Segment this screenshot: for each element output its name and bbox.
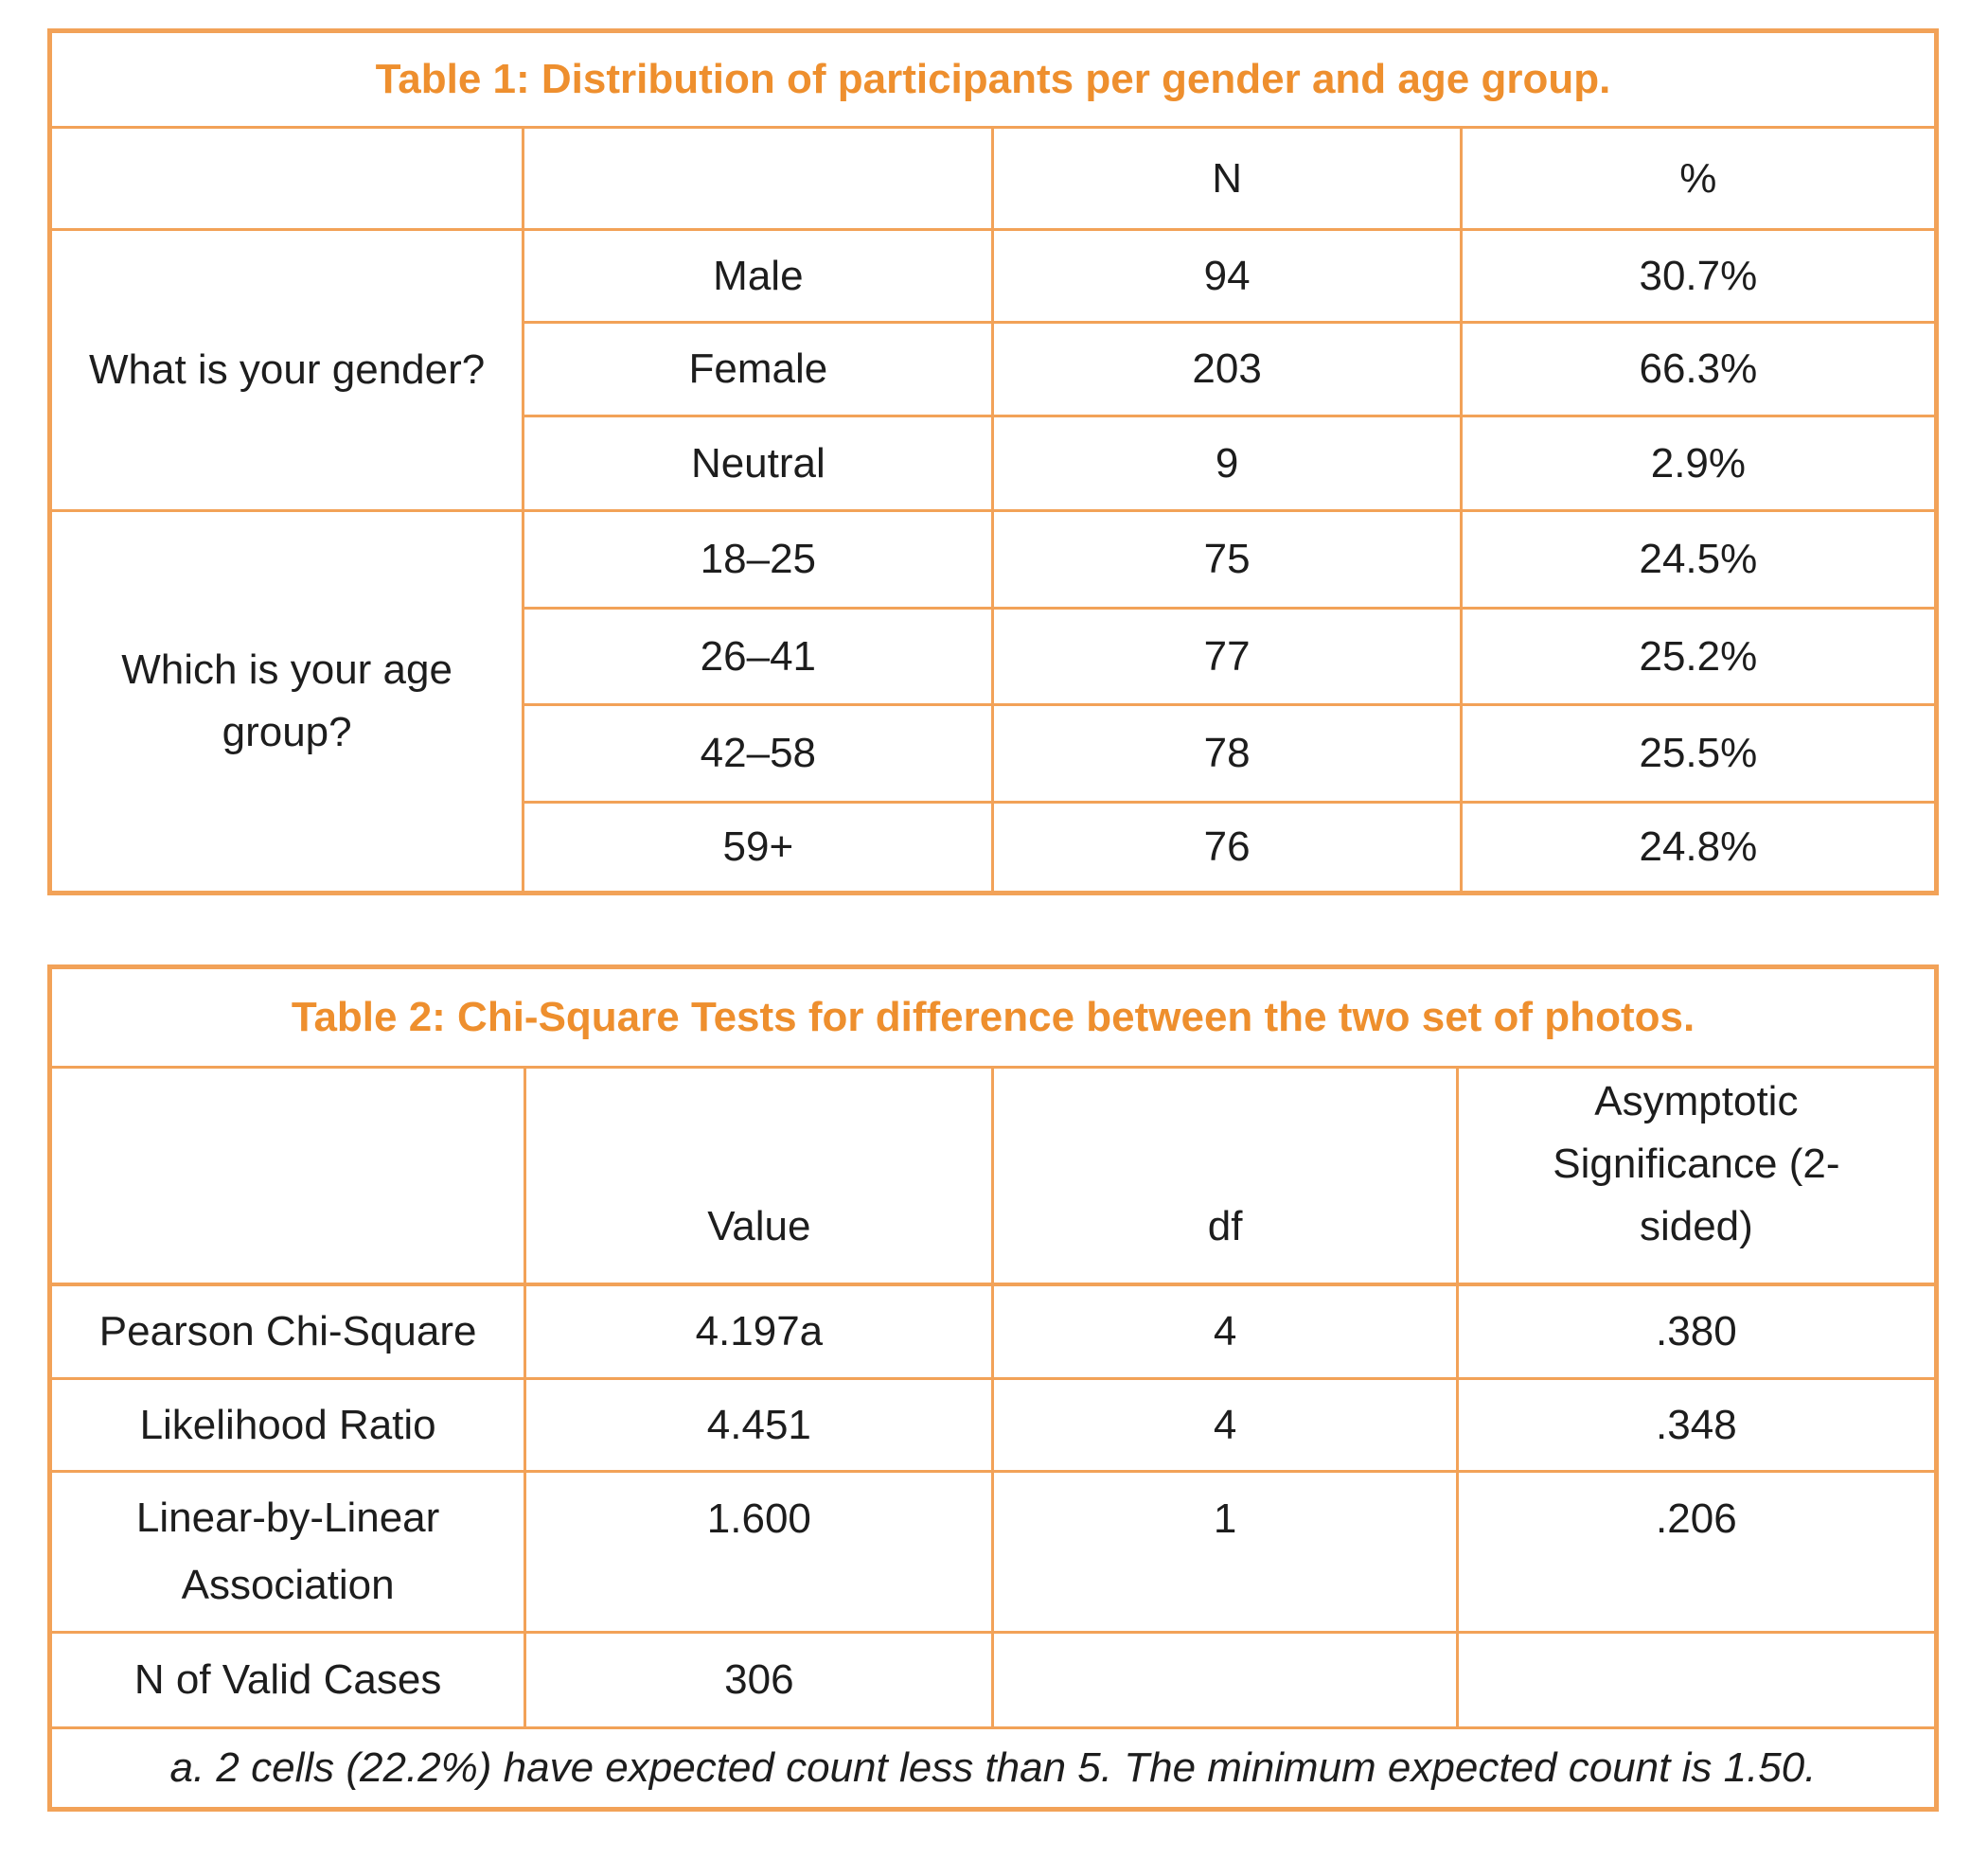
table1-age3-label: 42–58	[522, 703, 995, 804]
table1-male-n: 94	[991, 228, 1463, 324]
table1-header-percent: %	[1459, 126, 1939, 231]
table2-header-asymptotic-significance: Asymptotic Significance (2-sided)	[1455, 1066, 1939, 1286]
table1-female-n: 203	[991, 321, 1463, 417]
table1-age2-label: 26–41	[522, 607, 995, 706]
table1-age1-label: 18–25	[522, 509, 995, 610]
table1-age2-n: 77	[991, 607, 1463, 706]
table1-header-blank-2	[522, 126, 995, 231]
table2-linear-label: Linear-by-Linear Association	[47, 1470, 527, 1634]
participants-distribution-table: Table 1: Distribution of participants pe…	[47, 28, 1939, 895]
table-row: Linear-by-Linear Association 1.600 1 .20…	[47, 1470, 1939, 1634]
table1-neutral-percent: 2.9%	[1459, 415, 1939, 512]
table-row: Likelihood Ratio 4.451 4 .348	[47, 1377, 1939, 1473]
table2-footnote: a. 2 cells (22.2%) have expected count l…	[48, 1726, 1938, 1811]
table2-linear-sig: .206	[1455, 1470, 1939, 1634]
table-row: Pearson Chi-Square 4.197a 4 .380	[47, 1283, 1939, 1380]
table2-validcases-label: N of Valid Cases	[47, 1631, 527, 1729]
table1-age4-percent: 24.8%	[1459, 801, 1939, 894]
table2-header-df: df	[991, 1066, 1459, 1286]
table-row: Which is your age group? 18–25 75 24.5%	[47, 509, 1939, 894]
table1-age3-n: 78	[991, 703, 1463, 804]
table1-header-blank-1	[47, 126, 525, 231]
table2-pearson-sig: .380	[1455, 1283, 1939, 1380]
table1-age3-percent: 25.5%	[1459, 703, 1939, 804]
table1-header-n: N	[991, 126, 1463, 231]
table1-female-percent: 66.3%	[1459, 321, 1939, 417]
table-row: 59+ 76 24.8%	[50, 801, 1939, 894]
table-row: Female 203 66.3%	[50, 321, 1939, 417]
table-row: Value df Asymptotic Significance (2-side…	[47, 1066, 1939, 1286]
table2-title: Table 2: Chi-Square Tests for difference…	[48, 965, 1938, 1069]
table1-age4-n: 76	[991, 801, 1463, 894]
table2-linear-value: 1.600	[524, 1470, 995, 1634]
table-row: 26–41 77 25.2%	[50, 607, 1939, 706]
table2-validcases-value: 306	[524, 1631, 995, 1729]
table2-likelihood-value: 4.451	[524, 1377, 995, 1473]
table2-likelihood-sig: .348	[1455, 1377, 1939, 1473]
table2-likelihood-df: 4	[991, 1377, 1459, 1473]
table1-neutral-n: 9	[991, 415, 1463, 512]
table-row: N %	[47, 126, 1939, 231]
table-row: 42–58 78 25.5%	[50, 703, 1939, 804]
table1-title: Table 1: Distribution of participants pe…	[48, 29, 1938, 129]
table1-age1-n: 75	[991, 509, 1463, 610]
table2-validcases-df	[991, 1631, 1459, 1729]
table-row: Table 2: Chi-Square Tests for difference…	[48, 965, 1938, 1069]
table2-header-value: Value	[524, 1066, 995, 1286]
table2-pearson-value: 4.197a	[524, 1283, 995, 1380]
table2-pearson-label: Pearson Chi-Square	[47, 1283, 527, 1380]
table1-female-label: Female	[522, 321, 995, 417]
table1-male-label: Male	[522, 228, 995, 324]
table2-pearson-df: 4	[991, 1283, 1459, 1380]
table2-likelihood-label: Likelihood Ratio	[47, 1377, 527, 1473]
table2-header-blank	[47, 1066, 527, 1286]
chi-square-tests-table: Table 2: Chi-Square Tests for difference…	[47, 964, 1939, 1812]
table-row: Table 1: Distribution of participants pe…	[48, 29, 1938, 129]
table-row: N of Valid Cases 306	[47, 1631, 1939, 1729]
table1-age-group-label: Which is your age group?	[47, 509, 525, 894]
table1-age4-label: 59+	[522, 801, 995, 894]
table1-neutral-label: Neutral	[522, 415, 995, 512]
table1-male-percent: 30.7%	[1459, 228, 1939, 324]
table1-gender-group-label: What is your gender?	[47, 228, 525, 512]
table2-validcases-sig	[1455, 1631, 1939, 1729]
table1-age2-percent: 25.2%	[1459, 607, 1939, 706]
table2-linear-df: 1	[991, 1470, 1459, 1634]
table-row: a. 2 cells (22.2%) have expected count l…	[48, 1726, 1938, 1811]
table-row: Neutral 9 2.9%	[50, 415, 1939, 512]
table1-age1-percent: 24.5%	[1459, 509, 1939, 610]
table-row: What is your gender? Male 94 30.7%	[47, 228, 1939, 512]
